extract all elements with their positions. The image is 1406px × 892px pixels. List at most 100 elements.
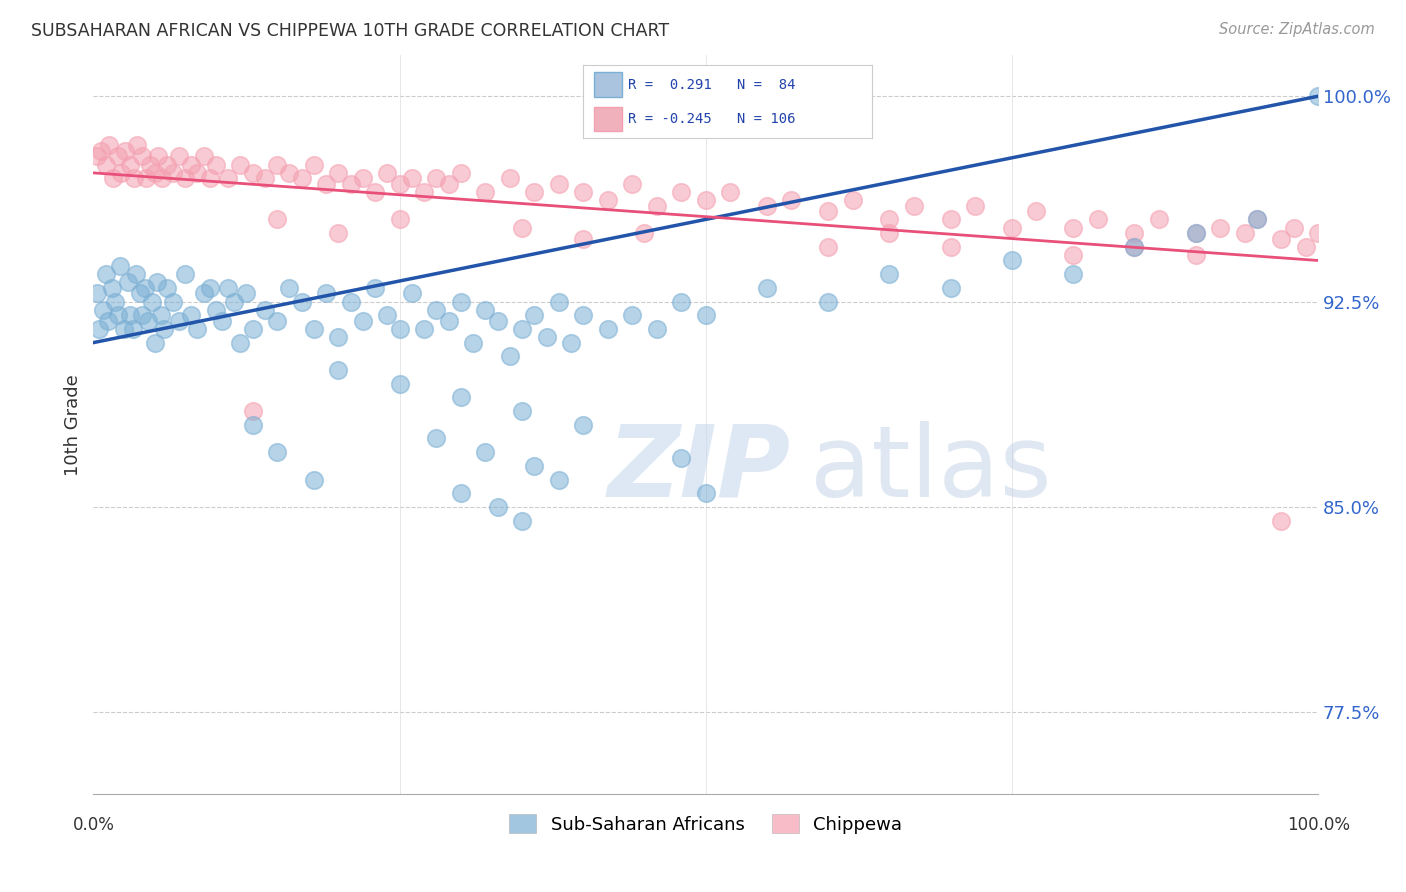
Point [328, 166, 350, 180]
Text: atlas: atlas [810, 421, 1052, 517]
Point [499, 171, 522, 186]
Point [112, 322, 135, 336]
Point [141, 294, 163, 309]
Point [645, 199, 668, 213]
Point [401, 286, 423, 301]
Point [156, 158, 179, 172]
Point [596, 193, 619, 207]
Point [633, 226, 655, 240]
Point [510, 514, 533, 528]
Point [91, 302, 114, 317]
Point [1282, 220, 1305, 235]
Point [217, 281, 239, 295]
Text: Source: ZipAtlas.com: Source: ZipAtlas.com [1219, 22, 1375, 37]
Point [328, 363, 350, 377]
Point [211, 314, 233, 328]
Point [352, 314, 374, 328]
Point [364, 185, 387, 199]
Point [162, 294, 184, 309]
Point [302, 158, 325, 172]
Point [167, 149, 190, 163]
Point [547, 294, 569, 309]
Point [146, 276, 169, 290]
Point [204, 302, 226, 317]
Point [965, 199, 987, 213]
Point [510, 322, 533, 336]
Point [127, 138, 149, 153]
Point [122, 171, 145, 186]
Point [879, 267, 901, 281]
Point [671, 185, 693, 199]
Text: R = -0.245   N = 106: R = -0.245 N = 106 [628, 112, 796, 126]
Point [939, 240, 962, 254]
Point [186, 166, 208, 180]
Point [1087, 212, 1109, 227]
Point [450, 294, 472, 309]
Point [315, 286, 337, 301]
Point [242, 322, 264, 336]
Point [253, 302, 276, 317]
Point [1295, 240, 1317, 254]
Point [229, 158, 252, 172]
Point [229, 335, 252, 350]
Point [939, 281, 962, 295]
Point [1001, 253, 1024, 268]
Point [1062, 220, 1084, 235]
Point [572, 417, 595, 432]
Point [315, 177, 337, 191]
Point [1246, 212, 1268, 227]
Point [148, 149, 170, 163]
Point [328, 330, 350, 344]
Point [174, 267, 197, 281]
Point [302, 473, 325, 487]
Point [104, 294, 127, 309]
Point [94, 158, 117, 172]
Point [217, 171, 239, 186]
Point [302, 322, 325, 336]
Point [510, 404, 533, 418]
Point [1123, 226, 1146, 240]
Point [224, 294, 246, 309]
Point [339, 294, 361, 309]
Point [755, 199, 778, 213]
Point [117, 276, 139, 290]
Point [486, 500, 509, 514]
Point [621, 308, 644, 322]
Point [135, 171, 157, 186]
Point [437, 177, 460, 191]
Point [939, 212, 962, 227]
Point [266, 445, 288, 459]
Point [198, 281, 221, 295]
Point [695, 308, 717, 322]
Point [290, 294, 312, 309]
Point [1062, 248, 1084, 262]
Point [138, 158, 160, 172]
Point [1270, 514, 1292, 528]
Point [841, 193, 863, 207]
Point [1308, 89, 1330, 103]
Point [547, 177, 569, 191]
Point [278, 166, 301, 180]
Point [1184, 226, 1206, 240]
Point [204, 158, 226, 172]
Point [143, 335, 166, 350]
Point [242, 166, 264, 180]
Text: SUBSAHARAN AFRICAN VS CHIPPEWA 10TH GRADE CORRELATION CHART: SUBSAHARAN AFRICAN VS CHIPPEWA 10TH GRAD… [31, 22, 669, 40]
Point [523, 458, 546, 473]
Point [1123, 240, 1146, 254]
Point [242, 417, 264, 432]
Point [879, 212, 901, 227]
Point [499, 349, 522, 363]
Point [879, 226, 901, 240]
Point [1062, 267, 1084, 281]
Point [560, 335, 582, 350]
Point [425, 302, 447, 317]
Point [671, 450, 693, 465]
Point [523, 308, 546, 322]
Point [450, 486, 472, 500]
Point [621, 177, 644, 191]
Legend: Sub-Saharan Africans, Chippewa: Sub-Saharan Africans, Chippewa [502, 807, 910, 841]
Point [278, 281, 301, 295]
Point [1147, 212, 1170, 227]
Point [1184, 248, 1206, 262]
